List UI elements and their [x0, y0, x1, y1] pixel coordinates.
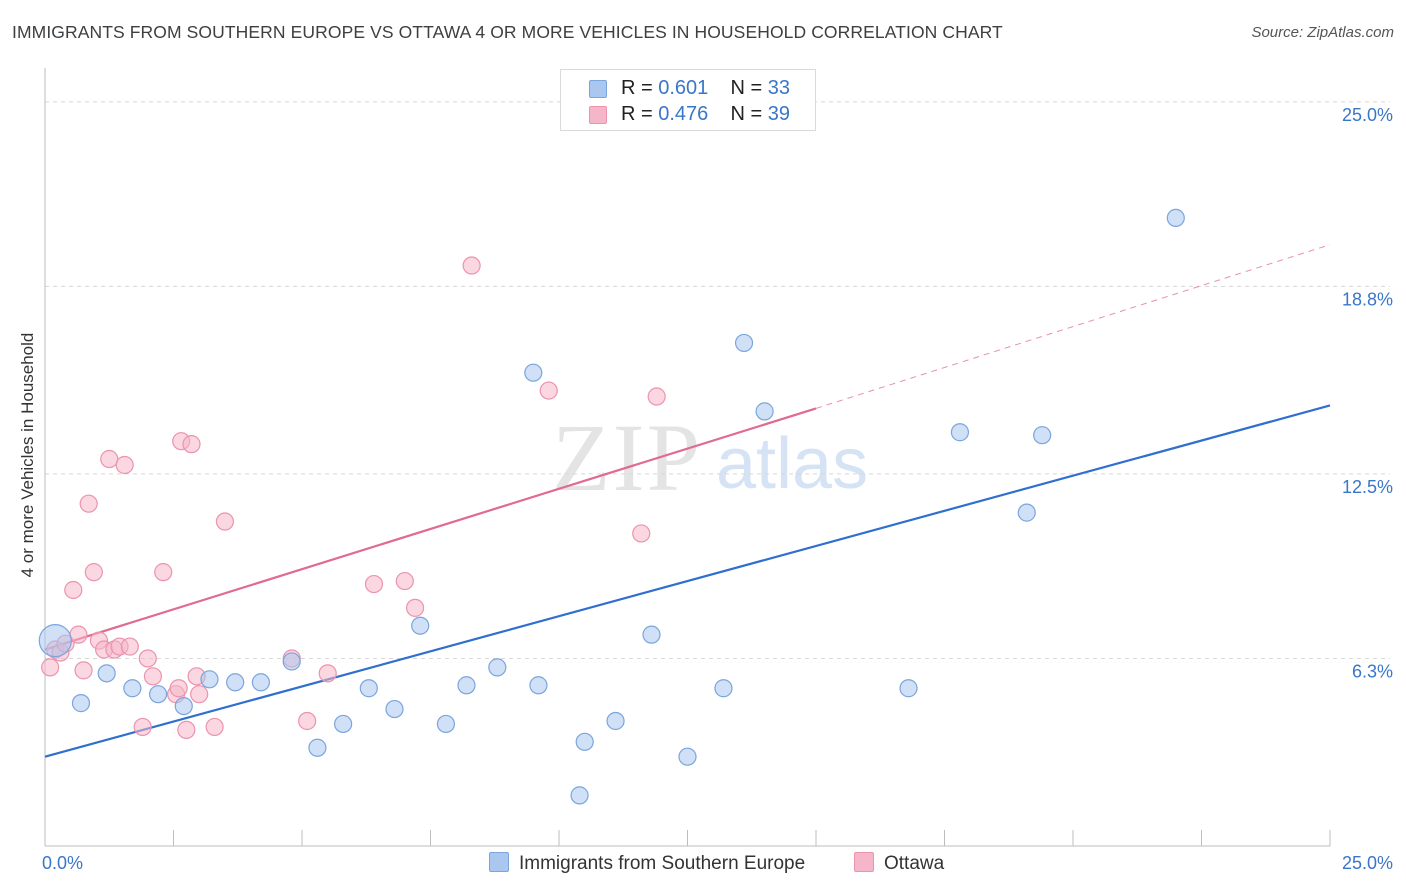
bottom-legend-swatch-pink — [854, 852, 874, 872]
data-point-pink — [177, 720, 196, 740]
data-point-blue — [148, 685, 168, 704]
data-point-blue — [1033, 426, 1052, 445]
y-tick-label: 12.5% — [1342, 477, 1393, 497]
data-point-blue — [606, 711, 625, 731]
bottom-legend-series1: Immigrants from Southern Europe — [489, 852, 805, 875]
source-label: Source: ZipAtlas.com — [1251, 24, 1394, 41]
data-point-blue — [200, 670, 219, 689]
data-point-blue — [308, 738, 327, 757]
data-point-pink — [69, 625, 88, 644]
data-point-pink — [143, 667, 163, 686]
data-points — [38, 208, 1185, 805]
legend-r-label: R = — [621, 77, 653, 99]
legend-r-label: R = — [621, 103, 653, 125]
data-point-pink — [205, 717, 224, 737]
gridlines — [45, 101, 1390, 659]
legend-swatch-blue — [589, 80, 607, 98]
bottom-legend-swatch-blue — [489, 852, 509, 872]
data-point-blue — [575, 732, 594, 751]
legend-r-value: 0.476 — [658, 103, 709, 125]
axes — [44, 68, 1331, 847]
data-point-pink — [182, 435, 201, 454]
data-point-pink — [84, 563, 103, 582]
data-point-blue — [385, 699, 404, 719]
data-point-blue — [251, 673, 270, 692]
legend-r-value: 0.601 — [658, 77, 709, 99]
legend-n-label: N = — [730, 103, 763, 125]
data-point-pink — [632, 524, 651, 543]
data-point-blue — [226, 673, 245, 692]
trend-line-pink — [44, 407, 817, 651]
data-point-blue — [38, 624, 72, 658]
bottom-legend-label: Immigrants from Southern Europe — [519, 853, 806, 874]
data-point-blue — [678, 747, 697, 766]
data-point-blue — [950, 423, 970, 442]
bottom-legend-label: Ottawa — [884, 853, 945, 874]
y-axis-label: 4 or more Vehicles in Household — [18, 332, 37, 578]
data-point-blue — [411, 616, 430, 635]
data-point-pink — [395, 571, 414, 591]
watermark-atlas: atlas — [716, 424, 868, 504]
data-point-pink — [190, 685, 209, 704]
data-point-blue — [1017, 503, 1036, 522]
data-point-blue — [1166, 208, 1185, 228]
data-point-pink — [74, 661, 93, 680]
data-point-pink — [364, 574, 384, 594]
x-tick-label: 25.0% — [1342, 853, 1393, 873]
data-point-pink — [79, 494, 98, 513]
bottom-legend-series2: Ottawa — [854, 852, 944, 875]
data-point-pink — [138, 649, 157, 668]
data-point-pink — [115, 455, 134, 475]
data-point-blue — [734, 333, 754, 353]
legend-n-value: 39 — [767, 103, 791, 125]
data-point-pink — [405, 598, 425, 617]
legend-n-value: 33 — [767, 77, 791, 99]
data-point-pink — [133, 717, 152, 737]
data-point-pink — [647, 387, 666, 406]
x-tick-label: 0.0% — [42, 853, 83, 873]
watermark-zip: ZIP — [552, 404, 702, 511]
data-point-blue — [488, 658, 507, 677]
trend-line-extension-pink — [815, 244, 1331, 409]
data-point-blue — [174, 696, 193, 716]
data-point-blue — [570, 786, 589, 805]
data-point-blue — [714, 679, 733, 698]
watermark: ZIP atlas — [552, 404, 868, 511]
data-point-blue — [642, 625, 661, 644]
data-point-blue — [359, 679, 378, 698]
chart-title: IMMIGRANTS FROM SOUTHERN EUROPE VS OTTAW… — [12, 22, 1003, 42]
data-point-blue — [457, 676, 476, 695]
data-point-pink — [64, 580, 83, 600]
y-tick-label: 18.8% — [1342, 289, 1393, 309]
legend-swatch-pink — [589, 106, 607, 124]
data-point-blue — [529, 676, 548, 695]
y-tick-label: 25.0% — [1342, 105, 1393, 125]
data-point-pink — [215, 512, 234, 531]
legend-n-label: N = — [730, 77, 763, 99]
data-point-pink — [462, 256, 481, 275]
tick-labels: 6.3% 12.5% 18.8% 25.0% 0.0% 25.0% — [42, 105, 1393, 873]
data-point-blue — [123, 679, 142, 698]
data-point-pink — [298, 711, 317, 731]
data-point-pink — [154, 563, 173, 582]
data-point-blue — [899, 679, 918, 698]
legend: R = 0.601 N = 33 R = 0.476 N = 39 — [560, 69, 816, 131]
data-point-pink — [41, 658, 60, 677]
data-point-blue — [436, 714, 456, 734]
data-point-pink — [169, 679, 188, 698]
data-point-blue — [755, 402, 774, 421]
data-point-blue — [97, 664, 116, 683]
data-point-pink — [539, 381, 558, 400]
data-point-pink — [100, 449, 119, 469]
trend-lines — [44, 244, 1331, 758]
data-point-blue — [71, 694, 91, 713]
data-point-blue — [334, 714, 353, 734]
data-point-pink — [120, 637, 139, 656]
y-tick-label: 6.3% — [1352, 661, 1393, 681]
data-point-blue — [524, 363, 543, 382]
trend-line-blue — [44, 404, 1331, 758]
data-point-pink — [318, 664, 337, 683]
data-point-blue — [282, 652, 301, 671]
